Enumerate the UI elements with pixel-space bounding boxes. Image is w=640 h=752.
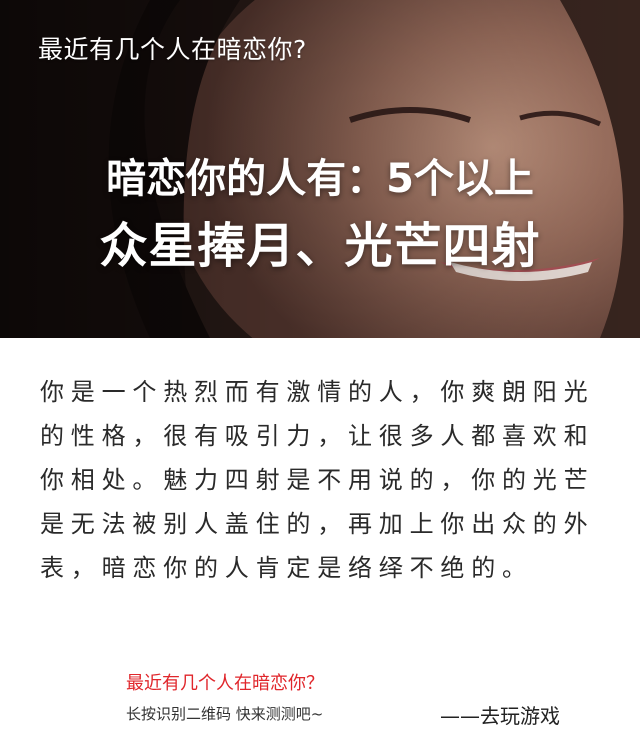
footer-signature: ——去玩游戏 xyxy=(440,704,560,728)
hero-banner: 最近有几个人在暗恋你? 暗恋你的人有：5个以上 众星捧月、光芒四射 xyxy=(0,0,640,338)
hero-question: 最近有几个人在暗恋你? xyxy=(38,35,307,64)
portrait-photo xyxy=(0,0,640,338)
footer-question: 最近有几个人在暗恋你？ xyxy=(126,673,324,694)
result-slogan: 众星捧月、光芒四射 xyxy=(99,218,541,274)
result-description: 你是一个热烈而有激情的人，你爽朗阳光的性格，很有吸引力，让很多人都喜欢和你相处。… xyxy=(40,378,595,582)
result-heading: 暗恋你的人有：5个以上 xyxy=(106,156,534,202)
qr-hint: 长按识别二维码 快来测测吧~ xyxy=(126,705,324,723)
